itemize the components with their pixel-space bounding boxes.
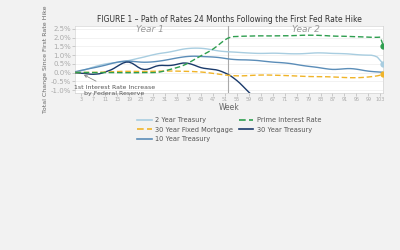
- Text: Year 1: Year 1: [136, 25, 164, 34]
- Text: 1st Interest Rate Increase
by Federal Reserve: 1st Interest Rate Increase by Federal Re…: [74, 75, 155, 96]
- X-axis label: Week: Week: [219, 103, 240, 112]
- Legend: 2 Year Treasury, 30 Year Fixed Mortgage, 10 Year Treasury, Prime Interest Rate, : 2 Year Treasury, 30 Year Fixed Mortgage,…: [135, 115, 324, 145]
- Y-axis label: Total Change Since First Rate Hike: Total Change Since First Rate Hike: [43, 6, 48, 113]
- Text: Year 2: Year 2: [292, 25, 320, 34]
- Title: FIGURE 1 – Path of Rates 24 Months Following the First Fed Rate Hike: FIGURE 1 – Path of Rates 24 Months Follo…: [97, 15, 362, 24]
